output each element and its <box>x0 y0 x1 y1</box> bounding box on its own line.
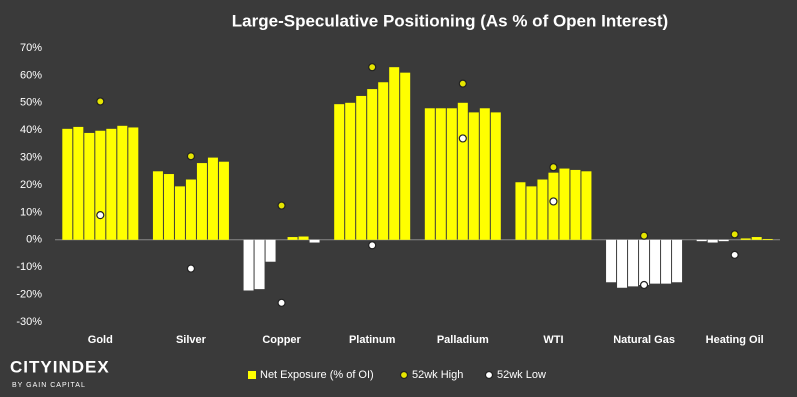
x-tick-label: Natural Gas <box>613 334 675 346</box>
legend-swatch <box>399 370 409 380</box>
y-tick-label: -20% <box>16 289 42 301</box>
bar <box>265 239 276 262</box>
bar <box>243 239 254 291</box>
bar <box>196 163 207 240</box>
x-tick-label: Palladium <box>437 334 489 346</box>
bar <box>367 89 378 240</box>
legend-label: 52wk High <box>412 369 463 381</box>
low-marker <box>549 197 558 206</box>
bar <box>298 236 309 240</box>
low-marker <box>96 211 105 220</box>
legend-swatch <box>248 371 256 379</box>
bar <box>515 182 526 240</box>
x-tick-label: Copper <box>262 334 301 346</box>
bar <box>287 237 298 240</box>
bar <box>62 128 73 240</box>
bar <box>185 179 196 240</box>
bar <box>95 130 106 240</box>
legend-swatch <box>484 370 494 380</box>
bar <box>718 239 729 242</box>
x-tick-label: Heating Oil <box>706 334 764 346</box>
low-marker <box>186 264 196 273</box>
low-marker <box>458 134 467 143</box>
bar <box>345 102 356 240</box>
high-marker <box>639 231 649 240</box>
bar <box>378 82 389 240</box>
bar <box>537 179 548 240</box>
bar <box>117 125 128 240</box>
low-marker <box>277 298 286 307</box>
bar <box>661 239 672 284</box>
bar <box>84 132 95 240</box>
bar <box>751 237 762 240</box>
bar <box>446 108 457 240</box>
bar <box>106 128 117 240</box>
bar <box>218 161 229 240</box>
bar <box>479 108 490 240</box>
bar <box>457 102 468 240</box>
bar <box>254 239 265 290</box>
low-marker <box>730 250 739 259</box>
chart-title: Large-Speculative Positioning (As % of O… <box>232 11 668 30</box>
logo-tagline: BY GAIN CAPITAL <box>12 382 86 389</box>
y-tick-label: -10% <box>16 261 42 273</box>
x-tick-label: WTI <box>543 334 563 346</box>
bar <box>309 239 320 243</box>
high-marker <box>549 163 558 172</box>
bar <box>559 168 570 240</box>
bar <box>163 174 174 240</box>
bar <box>570 169 581 240</box>
high-marker <box>368 63 377 72</box>
bar <box>526 186 537 240</box>
high-marker <box>277 201 286 210</box>
low-marker <box>368 241 377 250</box>
bar <box>389 67 400 240</box>
x-tick-label: Silver <box>176 334 207 346</box>
bar <box>73 126 84 240</box>
bar <box>152 171 163 240</box>
logo: CITYINDEX <box>10 357 110 376</box>
bar <box>424 108 435 240</box>
x-tick-label: Platinum <box>349 334 396 346</box>
y-tick-label: 30% <box>20 152 42 164</box>
y-tick-label: 0% <box>26 234 42 246</box>
bar <box>581 171 592 240</box>
high-marker <box>186 152 196 161</box>
x-tick-label: Gold <box>88 334 113 346</box>
high-marker <box>730 230 739 239</box>
y-tick-label: 20% <box>20 179 42 191</box>
bar <box>356 95 367 240</box>
bar <box>639 239 650 286</box>
y-tick-label: 60% <box>20 69 42 81</box>
y-tick-label: -30% <box>16 316 42 328</box>
bar <box>740 238 751 240</box>
bar <box>650 239 661 284</box>
y-tick-label: 10% <box>20 206 42 218</box>
bar <box>400 72 411 240</box>
high-marker <box>96 97 105 106</box>
bar <box>490 112 501 240</box>
bar <box>174 186 185 240</box>
legend-label: 52wk Low <box>497 369 546 381</box>
bar <box>435 108 446 240</box>
bar <box>707 239 718 243</box>
bar <box>628 239 639 287</box>
bar <box>207 157 218 240</box>
low-marker <box>639 280 649 290</box>
bar <box>606 239 617 283</box>
bar <box>617 239 628 288</box>
y-tick-label: 70% <box>20 42 42 54</box>
bar <box>468 112 479 240</box>
y-tick-label: 40% <box>20 124 42 136</box>
bar <box>334 104 345 240</box>
bar <box>128 127 139 240</box>
legend-label: Net Exposure (% of OI) <box>260 369 374 381</box>
y-tick-label: 50% <box>20 97 42 109</box>
bar <box>548 172 559 240</box>
bar <box>762 238 773 240</box>
high-marker <box>458 79 467 88</box>
bar <box>672 239 683 283</box>
bar <box>696 239 707 242</box>
